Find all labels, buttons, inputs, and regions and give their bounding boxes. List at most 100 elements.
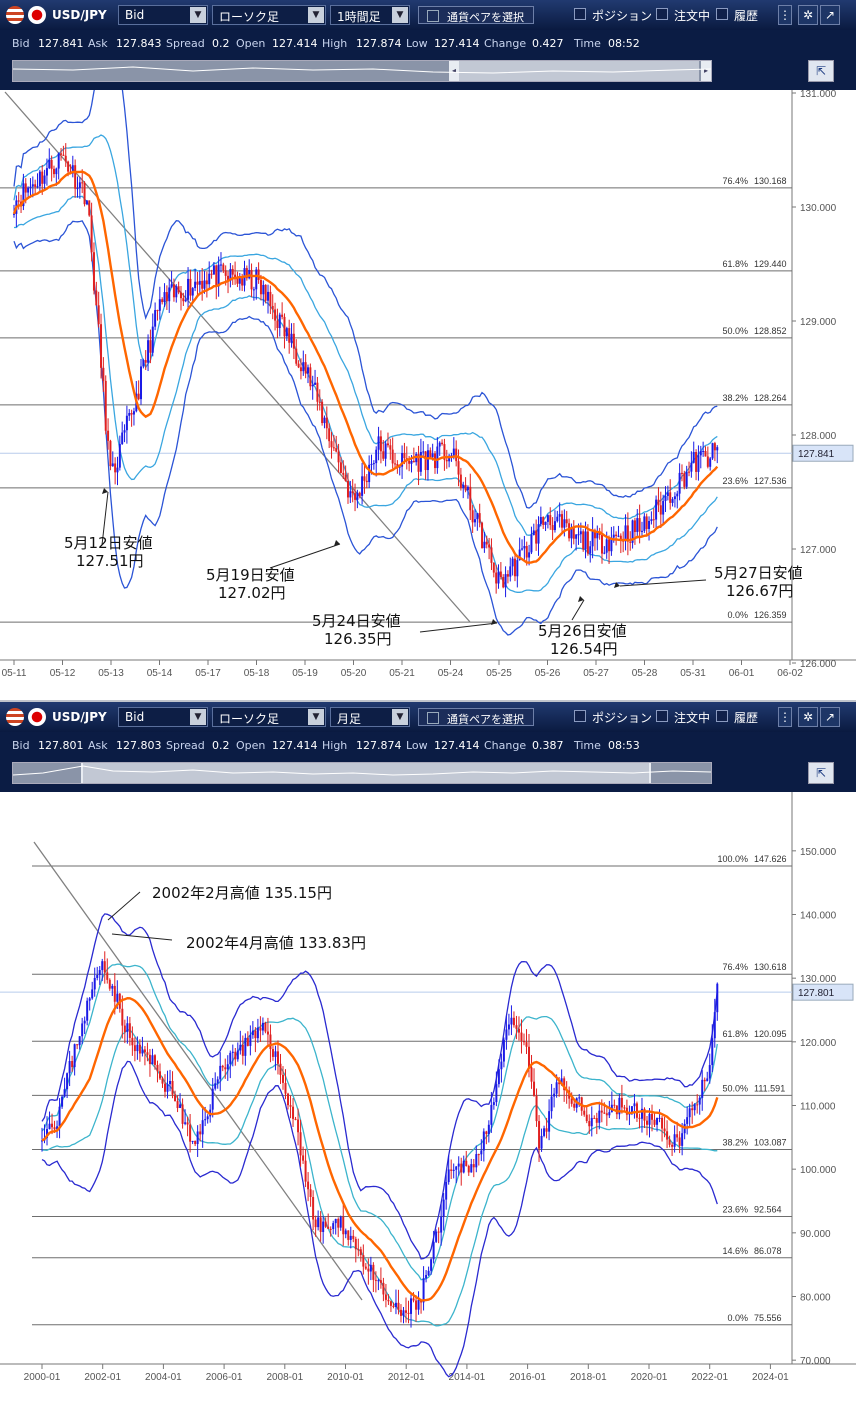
time-tick-label: 2006-01 bbox=[206, 1372, 243, 1383]
candle-body bbox=[292, 333, 295, 349]
candle-body bbox=[535, 1095, 538, 1122]
pair-select-button[interactable]: 通貨ペアを選択 bbox=[418, 6, 534, 24]
jp-flag-icon bbox=[28, 708, 46, 726]
fibonacci-percent-label: 38.2% bbox=[722, 393, 748, 403]
candle-body bbox=[354, 493, 357, 500]
position-checkbox[interactable] bbox=[574, 710, 586, 722]
candle-body bbox=[246, 1037, 249, 1046]
candle-body bbox=[528, 552, 531, 558]
candle-body bbox=[706, 1078, 709, 1082]
zoom-button[interactable]: ⇱ bbox=[808, 60, 834, 82]
gear-icon[interactable]: ✲ bbox=[798, 707, 818, 727]
pair-select-label: 通貨ペアを選択 bbox=[447, 11, 524, 24]
navigator-handle-right[interactable] bbox=[649, 763, 651, 783]
history-checkbox[interactable] bbox=[716, 710, 728, 722]
hourly-chart[interactable]: 126.000 127.000 128.000 129.000 130.000 131.0… bbox=[0, 90, 856, 700]
pair-select-button[interactable]: 通貨ペアを選択 bbox=[418, 708, 534, 726]
navigator-window[interactable] bbox=[81, 763, 651, 783]
candle-body bbox=[334, 1218, 337, 1224]
candle-body bbox=[64, 155, 67, 162]
candle-body bbox=[437, 1231, 440, 1233]
position-checkbox[interactable] bbox=[574, 8, 586, 20]
orders-checkbox[interactable] bbox=[656, 710, 668, 722]
candle-body bbox=[281, 1074, 284, 1083]
history-checkbox[interactable] bbox=[716, 8, 728, 20]
zoom-button[interactable]: ⇱ bbox=[808, 762, 834, 784]
fibonacci-value-label: 75.556 bbox=[754, 1313, 782, 1323]
candle-body bbox=[339, 462, 342, 473]
current-price-tag bbox=[792, 983, 854, 1001]
navigator-slider[interactable]: ◂ ▸ bbox=[12, 60, 712, 82]
candle-body bbox=[269, 291, 272, 306]
candle-body bbox=[121, 432, 124, 444]
candle-body bbox=[608, 539, 611, 552]
popout-arrow-icon[interactable]: ↗ bbox=[820, 5, 840, 25]
gear-icon[interactable]: ✲ bbox=[798, 5, 818, 25]
candle-body bbox=[132, 411, 135, 415]
candle-body bbox=[71, 1060, 74, 1068]
candle-body bbox=[62, 154, 65, 156]
candle-body bbox=[615, 1105, 618, 1115]
candle-body bbox=[332, 1223, 335, 1230]
candle-body bbox=[515, 1025, 518, 1029]
navigator-handle-left[interactable]: ◂ bbox=[449, 61, 459, 81]
candle-body bbox=[389, 445, 392, 450]
candle-body bbox=[191, 288, 194, 296]
navigator-handle-left[interactable] bbox=[81, 763, 83, 783]
candle-body bbox=[71, 165, 74, 174]
price-type-select[interactable]: Bid ▼ bbox=[118, 707, 208, 727]
candle-body bbox=[131, 1037, 134, 1046]
candle-body bbox=[48, 159, 51, 169]
candle-body bbox=[663, 1128, 666, 1132]
price-type-select[interactable]: Bid ▼ bbox=[118, 5, 208, 25]
lower-band-2sigma bbox=[13, 220, 718, 636]
monthly-chart[interactable]: 70.000 80.000 90.000 100.000 110.000 120.000 1… bbox=[0, 792, 856, 1412]
candle-body bbox=[147, 340, 150, 363]
chevron-down-icon: ▼ bbox=[308, 709, 324, 725]
currency-pair-label: USD/JPY bbox=[52, 8, 107, 22]
settings-menu-icon[interactable]: ⋮ bbox=[778, 707, 792, 727]
candle-body bbox=[617, 535, 620, 537]
timeframe-select[interactable]: 1時間足 ▼ bbox=[330, 5, 410, 25]
candle-body bbox=[586, 531, 589, 554]
candle-body bbox=[196, 1131, 199, 1145]
navigator-slider[interactable] bbox=[12, 762, 712, 784]
candle-body bbox=[635, 1103, 638, 1118]
candle-body bbox=[179, 292, 182, 299]
candle-body bbox=[344, 1230, 347, 1235]
candle-body bbox=[205, 280, 208, 285]
candle-body bbox=[601, 534, 604, 554]
fibonacci-value-label: 127.536 bbox=[754, 476, 787, 486]
candle-body bbox=[678, 472, 681, 494]
candle-body bbox=[249, 1035, 252, 1046]
price-tick-label: 70.000 bbox=[800, 1356, 831, 1367]
candle-body bbox=[211, 1088, 214, 1110]
candle-body bbox=[510, 1017, 513, 1025]
candle-body bbox=[478, 513, 481, 523]
candle-body bbox=[165, 292, 168, 302]
fibonacci-percent-label: 0.0% bbox=[727, 1313, 748, 1323]
chart-type-select[interactable]: ローソク足 ▼ bbox=[212, 707, 326, 727]
candle-body bbox=[98, 970, 101, 976]
timeframe-select[interactable]: 月足 ▼ bbox=[330, 707, 410, 727]
candle-body bbox=[397, 1302, 400, 1310]
candle-body bbox=[553, 521, 556, 531]
settings-menu-icon[interactable]: ⋮ bbox=[778, 5, 792, 25]
candle-body bbox=[227, 275, 230, 282]
popout-arrow-icon[interactable]: ↗ bbox=[820, 707, 840, 727]
candle-body bbox=[141, 1049, 144, 1054]
time-tick-label: 05-19 bbox=[292, 668, 318, 679]
navigator-handle-right[interactable]: ▸ bbox=[701, 61, 711, 81]
candle-body bbox=[111, 985, 114, 989]
candle-body bbox=[605, 1113, 608, 1116]
candle-body bbox=[251, 1030, 254, 1036]
candle-body bbox=[231, 1051, 234, 1053]
candle-body bbox=[623, 1107, 626, 1109]
candle-body bbox=[487, 1124, 490, 1135]
candle-body bbox=[659, 505, 662, 515]
candle-body bbox=[664, 495, 667, 501]
candle-body bbox=[429, 450, 432, 458]
chart-type-select[interactable]: ローソク足 ▼ bbox=[212, 5, 326, 25]
candle-body bbox=[229, 1052, 232, 1065]
orders-checkbox[interactable] bbox=[656, 8, 668, 20]
